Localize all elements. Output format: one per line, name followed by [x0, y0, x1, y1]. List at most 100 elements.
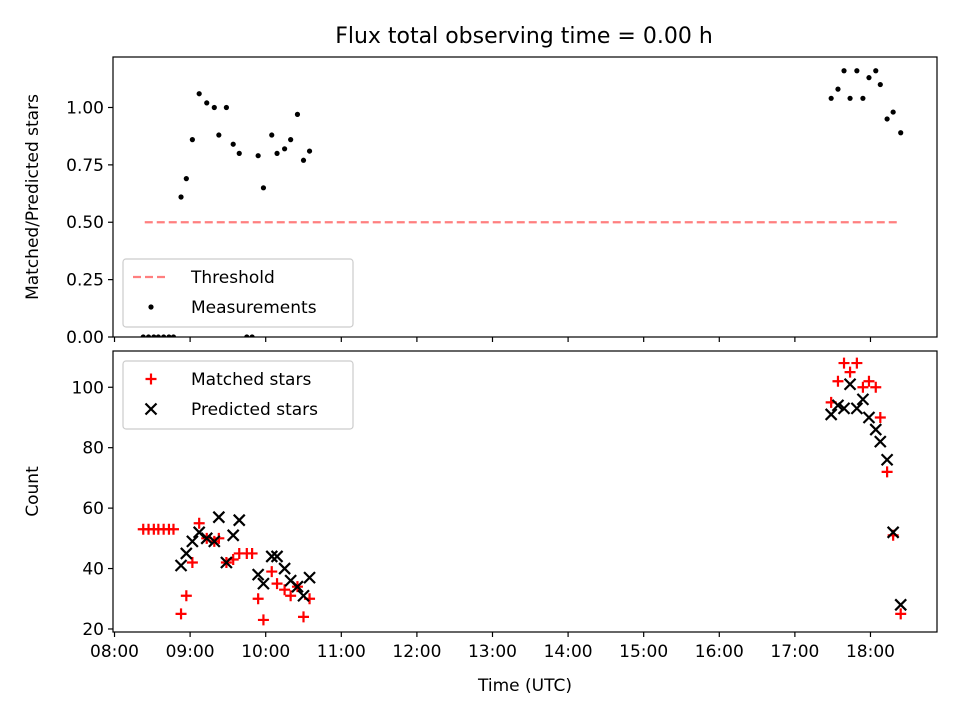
measurement-point [196, 91, 202, 97]
measurement-point [847, 95, 853, 101]
measurement-point [244, 334, 250, 337]
y-tick-label: 20 [82, 620, 104, 640]
x-tick-label: 11:00 [317, 642, 366, 662]
matched-star-point [870, 381, 882, 393]
legend-label: Predicted stars [191, 400, 318, 420]
matched-star-point [851, 357, 863, 369]
predicted-star-point [208, 535, 221, 548]
legend-measurements-swatch [148, 304, 154, 310]
measurement-point [230, 141, 236, 147]
measurement-point [828, 95, 834, 101]
matched-star-point [279, 584, 291, 596]
figure-title: Flux total observing time = 0.00 h [335, 24, 713, 49]
measurement-point [288, 137, 294, 143]
predicted-star-point [886, 526, 900, 539]
predicted-star-point [869, 423, 883, 436]
legend-label: Threshold [190, 268, 275, 288]
measurement-point [140, 334, 146, 337]
matched-star-point [832, 375, 844, 387]
measurement-point [274, 150, 280, 156]
predicted-star-point [297, 589, 310, 603]
predicted-star-point [843, 377, 857, 391]
predicted-star-point [880, 453, 894, 467]
y-tick-label: 0.50 [66, 213, 104, 233]
measurement-point [189, 137, 195, 143]
predicted-star-point [186, 535, 199, 548]
x-tick-label: 08:00 [90, 642, 139, 662]
predicted-star-point [251, 568, 265, 581]
predicted-star-point [265, 550, 279, 563]
measurement-point [306, 148, 313, 154]
predicted-star-point [278, 562, 291, 575]
y-axis-label: Count [23, 466, 43, 517]
predicted-star-point [226, 529, 240, 542]
x-tick-label: 13:00 [468, 642, 517, 662]
predicted-star-point [874, 435, 887, 448]
x-tick-label: 09:00 [166, 642, 215, 662]
measurement-point [866, 75, 872, 81]
x-tick-label: 12:00 [392, 642, 441, 662]
matched-star-point [298, 611, 310, 623]
predicted-star-point [824, 408, 838, 421]
measurement-point [294, 111, 301, 117]
y-tick-label: 80 [82, 439, 104, 459]
measurement-point [854, 68, 860, 74]
predicted-star-point [174, 559, 188, 572]
measurement-point [223, 104, 229, 111]
measurements-series [140, 68, 904, 337]
measurement-point [873, 68, 879, 74]
predicted-star-point [180, 547, 193, 560]
y-tick-label: 40 [82, 560, 104, 580]
y-tick-label: 100 [72, 378, 104, 398]
measurement-point [216, 132, 222, 138]
measurement-point [300, 157, 307, 163]
matched-star-point [271, 578, 283, 590]
matched-stars-series [137, 357, 907, 626]
measurement-point [178, 194, 184, 200]
x-axis-label: Time (UTC) [477, 676, 572, 696]
top-panel: 0.00 0.25 0.50 0.75 1.00 Matched/Predicted st… [23, 56, 938, 348]
matched-star-point [895, 608, 907, 620]
measurement-point [282, 146, 288, 152]
measurement-point [211, 104, 217, 111]
measurement-point [166, 334, 172, 337]
matched-star-point [838, 357, 850, 369]
measurement-point [860, 95, 866, 101]
x-tick-label: 17:00 [770, 642, 819, 662]
matched-star-point [186, 557, 198, 569]
x-tick-label: 16:00 [695, 642, 744, 662]
bottom-legend: Matched stars Predicted stars [122, 360, 354, 430]
predicted-star-point [200, 532, 214, 545]
predicted-star-point [856, 393, 870, 406]
bottom-axes-frame [112, 350, 938, 633]
y-axis-label: Matched/Predicted stars [23, 94, 43, 300]
matched-star-point [167, 523, 179, 535]
x-tick-label: 15:00 [619, 642, 668, 662]
y-tick-label: 1.00 [66, 98, 104, 118]
measurement-point [170, 334, 177, 337]
predicted-star-point [837, 402, 851, 415]
bottom-plot-area [137, 357, 907, 626]
matched-star-point [857, 381, 869, 393]
legend-matched-stars-swatch [145, 373, 157, 385]
matched-star-point [881, 466, 893, 478]
x-tick-label: 14:00 [544, 642, 593, 662]
measurement-point [835, 86, 841, 92]
measurement-point [255, 153, 261, 159]
legend-label: Matched stars [191, 370, 311, 390]
matched-star-point [246, 547, 258, 559]
measurement-point [236, 150, 242, 156]
matched-star-point [252, 593, 264, 605]
y-tick-label: 0.25 [66, 271, 104, 291]
predicted-star-point [850, 402, 864, 415]
measurement-point [877, 81, 883, 88]
predicted-star-point [291, 580, 304, 593]
matched-star-point [193, 517, 205, 529]
predicted-star-point [270, 550, 284, 563]
measurement-point [890, 109, 896, 115]
predicted-star-point [232, 513, 246, 527]
matched-star-point [266, 566, 278, 578]
measurement-point [183, 176, 189, 182]
predicted-star-point [212, 510, 226, 524]
